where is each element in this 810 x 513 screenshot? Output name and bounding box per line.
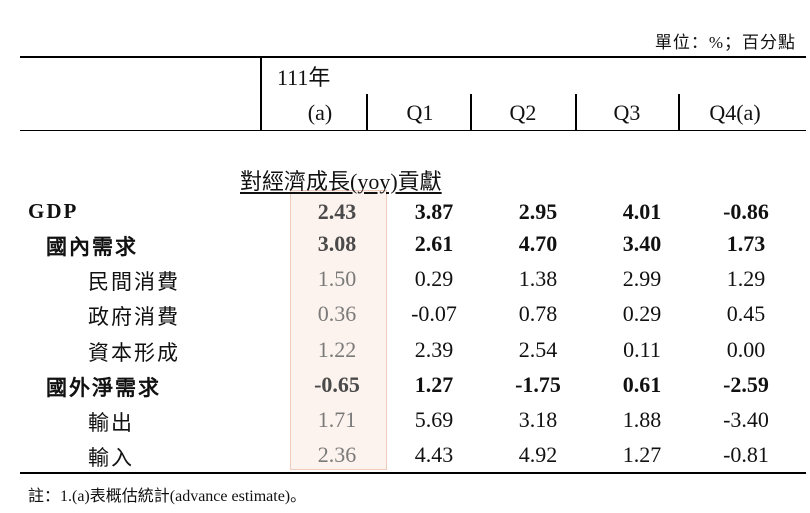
cell-value: 1.22 xyxy=(317,337,357,362)
header-col-q1: Q1 xyxy=(406,100,434,125)
table-row: 資本形成 1.22 2.39 2.54 0.11 0.00 xyxy=(0,334,810,368)
table-row: 輸入 2.36 4.43 4.92 1.27 -0.81 xyxy=(0,439,810,473)
column-divider xyxy=(575,94,577,130)
table-row: 輸出 1.71 5.69 3.18 1.88 -3.40 xyxy=(0,404,810,438)
cell-value: 3.08 xyxy=(317,231,357,256)
cell-value: 1.27 xyxy=(622,442,662,467)
footnote: 註：1.(a)表概估統計(advance estimate)。 xyxy=(28,488,307,505)
row-label: GDP xyxy=(28,199,79,223)
column-divider xyxy=(470,94,472,130)
highlight-column xyxy=(290,190,387,470)
column-divider xyxy=(366,94,368,130)
table-row: 政府消費 0.36 -0.07 0.78 0.29 0.45 xyxy=(0,298,810,332)
cell-value: 3.40 xyxy=(622,231,662,256)
cell-value: 1.88 xyxy=(622,407,662,432)
cell-value: 4.92 xyxy=(518,442,558,467)
cell-value: 0.36 xyxy=(317,301,357,326)
cell-value: 1.29 xyxy=(726,266,766,291)
cell-value: 2.61 xyxy=(414,231,454,256)
table-row: 國外淨需求 -0.65 1.27 -1.75 0.61 -2.59 xyxy=(0,369,810,403)
unit-note: 單位：%；百分點 xyxy=(654,33,796,52)
table-bottom-rule xyxy=(20,472,806,474)
row-label: 國內需求 xyxy=(46,235,138,259)
table-row: GDP 2.43 3.87 2.95 4.01 -0.86 xyxy=(0,196,810,230)
row-label: 輸出 xyxy=(88,411,134,435)
table-row: 民間消費 1.50 0.29 1.38 2.99 1.29 xyxy=(0,263,810,297)
cell-value: 3.18 xyxy=(518,407,558,432)
cell-value: 2.43 xyxy=(317,199,357,224)
cell-value: 1.50 xyxy=(317,266,357,291)
cell-value: 1.38 xyxy=(518,266,558,291)
cell-value: 0.29 xyxy=(622,301,662,326)
row-label: 輸入 xyxy=(88,446,134,470)
header-bottom-rule xyxy=(20,130,806,131)
cell-value: 2.54 xyxy=(518,337,558,362)
cell-value: 2.36 xyxy=(317,442,357,467)
cell-value: 0.00 xyxy=(726,337,766,362)
cell-value: 0.78 xyxy=(518,301,558,326)
cell-value: 5.69 xyxy=(414,407,454,432)
header-col-a: (a) xyxy=(307,100,333,125)
header-col-q4: Q4(a) xyxy=(709,100,761,125)
cell-value: 0.45 xyxy=(726,301,766,326)
cell-value: 1.73 xyxy=(726,231,766,256)
cell-value: -2.59 xyxy=(723,372,769,397)
table-row: 國內需求 3.08 2.61 4.70 3.40 1.73 xyxy=(0,228,810,262)
cell-value: 0.11 xyxy=(623,337,661,362)
row-label: 國外淨需求 xyxy=(46,376,161,400)
header-year: 111年 xyxy=(277,65,331,90)
cell-value: 2.95 xyxy=(518,199,558,224)
cell-value: 4.70 xyxy=(518,231,558,256)
cell-value: 4.01 xyxy=(622,199,662,224)
cell-value: -0.07 xyxy=(411,301,457,326)
header-col-q2: Q2 xyxy=(509,100,537,125)
row-label: 民間消費 xyxy=(88,270,180,294)
cell-value: 0.29 xyxy=(414,266,454,291)
cell-value: 4.43 xyxy=(414,442,454,467)
header-col-q3: Q3 xyxy=(613,100,641,125)
cell-value: 3.87 xyxy=(414,199,454,224)
section-title: 對經濟成長(yoy)貢獻 xyxy=(240,169,442,194)
cell-value: -0.86 xyxy=(723,199,769,224)
cell-value: 2.39 xyxy=(414,337,454,362)
cell-value: 2.99 xyxy=(622,266,662,291)
cell-value: -1.75 xyxy=(515,372,561,397)
cell-value: -0.65 xyxy=(314,372,360,397)
table-top-rule xyxy=(20,56,806,58)
cell-value: -3.40 xyxy=(723,407,769,432)
column-divider xyxy=(678,94,680,130)
cell-value: 1.27 xyxy=(414,372,454,397)
cell-value: -0.81 xyxy=(723,442,769,467)
cell-value: 1.71 xyxy=(317,407,357,432)
column-divider xyxy=(260,58,262,130)
cell-value: 0.61 xyxy=(622,372,662,397)
row-label: 政府消費 xyxy=(88,305,180,329)
row-label: 資本形成 xyxy=(88,341,180,365)
